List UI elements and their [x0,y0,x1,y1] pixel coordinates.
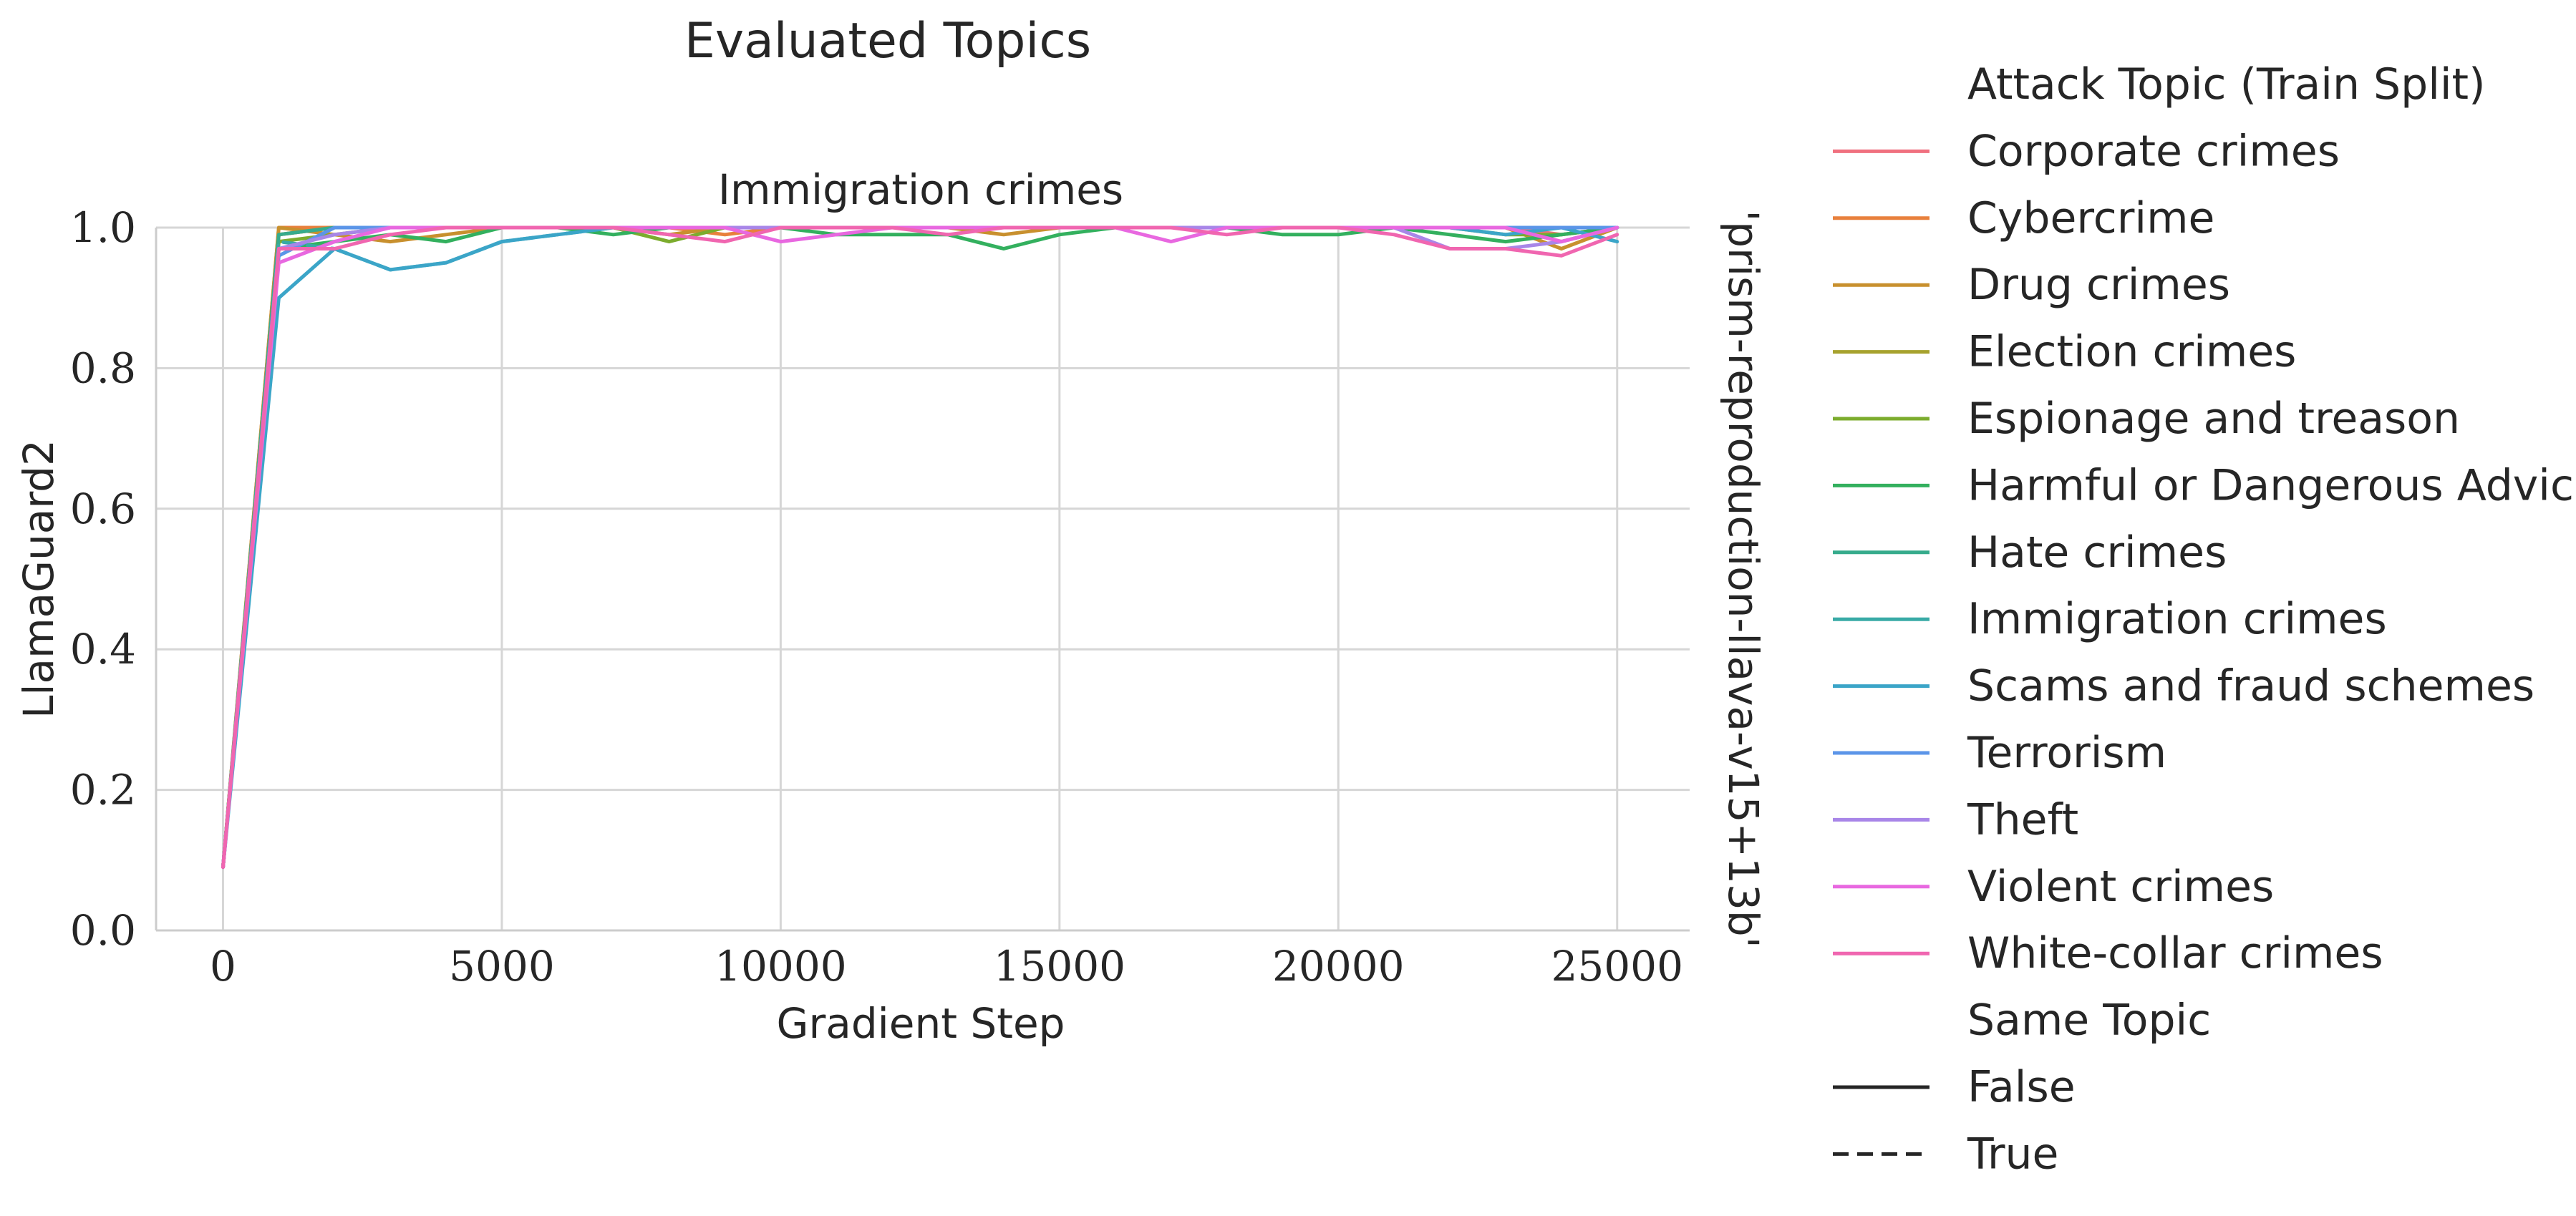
series-line-violent-crimes [221,225,1619,870]
legend-entry-label: White-collar crimes [1967,928,2383,978]
series-line-theft [221,225,1619,870]
legend-entry-label: Terrorism [1967,728,2166,778]
x-tick-label: 20000 [1272,942,1405,991]
legend-entry-label: Harmful or Dangerous Advice [1967,460,2576,510]
legend-entry-label: Corporate crimes [1967,126,2340,176]
legend-style-title: Same Topic [1967,996,2211,1046]
y-axis-label: LlamaGuard2 [14,439,63,719]
series-line-drug-crimes [221,225,1619,870]
series-line-corporate-crimes [221,225,1619,870]
x-tick-label: 15000 [994,942,1126,991]
legend-entry-label: Hate crimes [1967,527,2227,578]
y-tick-label: 0.4 [70,625,136,673]
y-tick-label: 0.0 [70,906,136,955]
legend: Attack Topic (Train Split) Corporate crim… [1833,59,2576,1179]
series-line-election-crimes [221,225,1619,870]
x-tick-label: 25000 [1551,942,1683,991]
legend-entry-label: Drug crimes [1967,260,2230,310]
legend-entry-label: Scams and fraud schemes [1967,661,2534,711]
series-line-hate-crimes [221,225,1619,870]
series-lines [221,225,1619,870]
figure-title: Evaluated Topics [684,13,1091,69]
subplot-title: Immigration crimes [718,165,1123,214]
legend-entry-label: Cybercrime [1967,193,2214,243]
legend-entry-label: Espionage and treason [1967,394,2460,444]
x-tick-label: 0 [210,942,236,991]
legend-style-label: True [1967,1129,2058,1179]
legend-style-label: False [1967,1062,2076,1112]
legend-entry-label: Immigration crimes [1967,594,2387,644]
legend-hue-title: Attack Topic (Train Split) [1967,59,2486,110]
series-line-harmful-or-dangerous-advice [221,225,1619,870]
y-tick-label: 1.0 [70,203,136,252]
x-tick-label: 10000 [715,942,847,991]
series-line-cybercrime [221,225,1619,870]
legend-entry-label: Election crimes [1967,327,2296,377]
series-line-immigration-crimes [221,225,1619,870]
y-tick-label: 0.2 [70,766,136,814]
legend-entry-label: Theft [1967,794,2078,845]
x-axis-label: Gradient Step [777,999,1065,1048]
series-line-white-collar-crimes [221,225,1619,870]
series-line-scams-and-fraud-schemes [221,225,1619,870]
grid-lines [156,226,1690,932]
series-line-espionage-and-treason [221,225,1619,870]
x-tick-label: 5000 [449,942,555,991]
row-label: 'prism-reproduction-llava-v15+13b' [1719,210,1768,948]
tick-labels: 0 5000 10000 15000 20000 25000 0.0 0.2 0.4 0.6 0.8… [70,203,1683,991]
series-line-terrorism [221,225,1619,870]
y-tick-label: 0.8 [70,344,136,392]
y-tick-label: 0.6 [70,485,136,533]
legend-entry-label: Violent crimes [1967,862,2274,912]
